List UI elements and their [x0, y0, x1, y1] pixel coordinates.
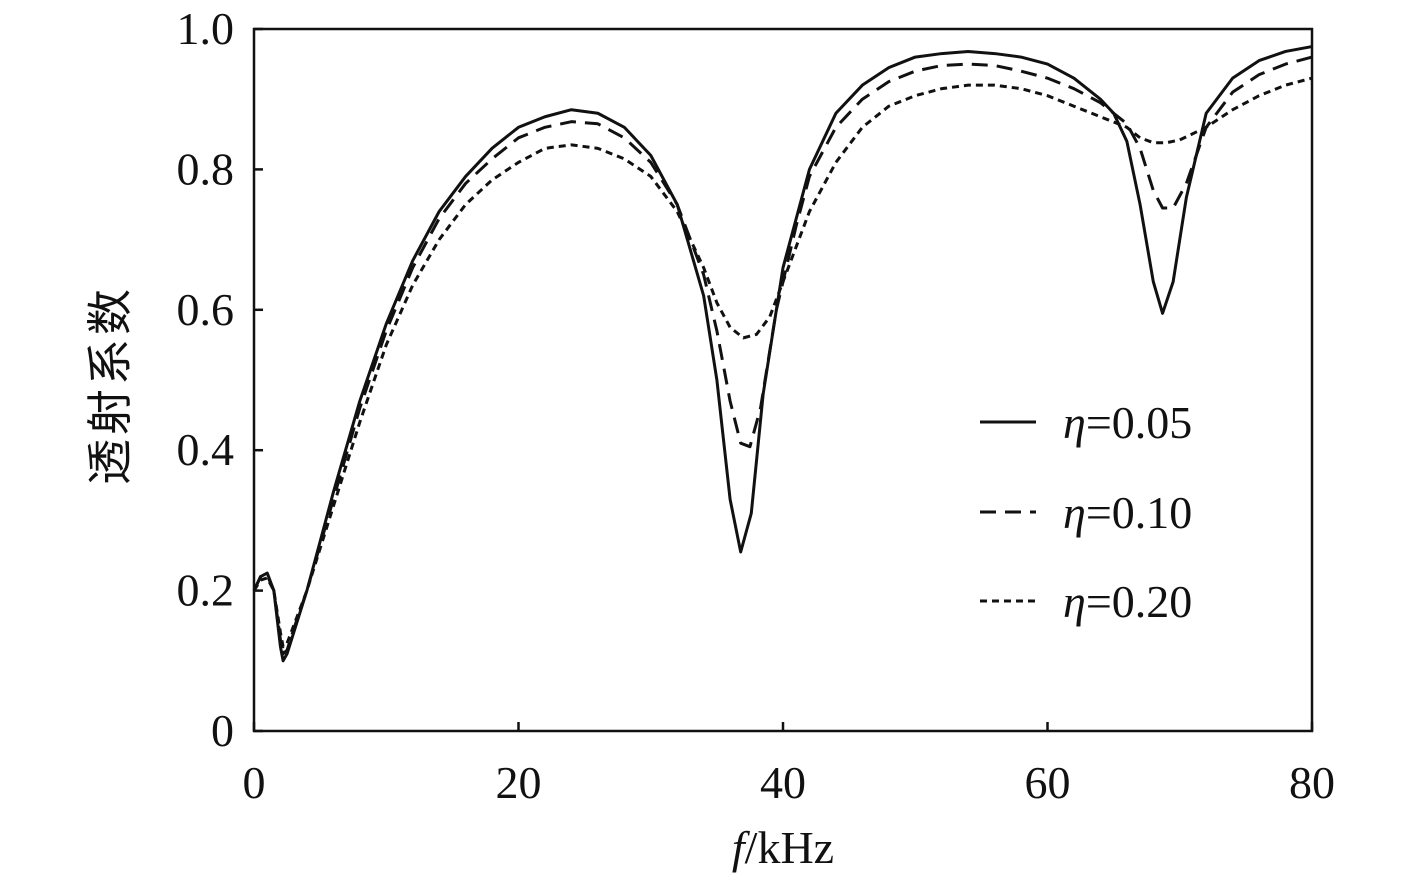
y-tick-label: 0.4 [177, 424, 235, 475]
series-line-3 [252, 76, 1313, 649]
x-axis-title: f/kHz [732, 822, 834, 873]
legend-label-1: η=0.05 [1063, 397, 1192, 448]
series-line-1 [252, 45, 1313, 663]
legend-symbol: η [1063, 487, 1086, 538]
legend-value: =0.05 [1086, 397, 1192, 448]
y-tick-label: 0.8 [177, 143, 235, 194]
legend-value: =0.10 [1086, 487, 1192, 538]
series-line-2 [252, 55, 1313, 656]
x-tick-label: 60 [1025, 757, 1071, 808]
x-tick-label: 80 [1289, 757, 1335, 808]
x-tick-label: 40 [760, 757, 806, 808]
x-tick-label: 0 [243, 757, 266, 808]
legend-symbol: η [1063, 397, 1086, 448]
y-tick-label: 0.6 [177, 284, 235, 335]
legend-label-2: η=0.10 [1063, 487, 1192, 538]
legend-value: =0.20 [1086, 576, 1192, 627]
y-tick-label: 1.0 [177, 3, 235, 54]
legend: η=0.05η=0.10η=0.20 [980, 397, 1192, 627]
y-axis-title: 透射系数 [85, 285, 136, 485]
axes: 0 0.2 0.4 0.6 0.8 1.0 0 20 40 60 80 [177, 3, 1336, 808]
curves [252, 45, 1313, 663]
y-tick-label: 0 [211, 705, 234, 756]
legend-symbol: η [1063, 576, 1086, 627]
legend-label-3: η=0.20 [1063, 576, 1192, 627]
x-tick-label: 20 [496, 757, 542, 808]
y-tick-label: 0.2 [177, 565, 235, 616]
x-axis-title-unit: /kHz [745, 822, 834, 873]
